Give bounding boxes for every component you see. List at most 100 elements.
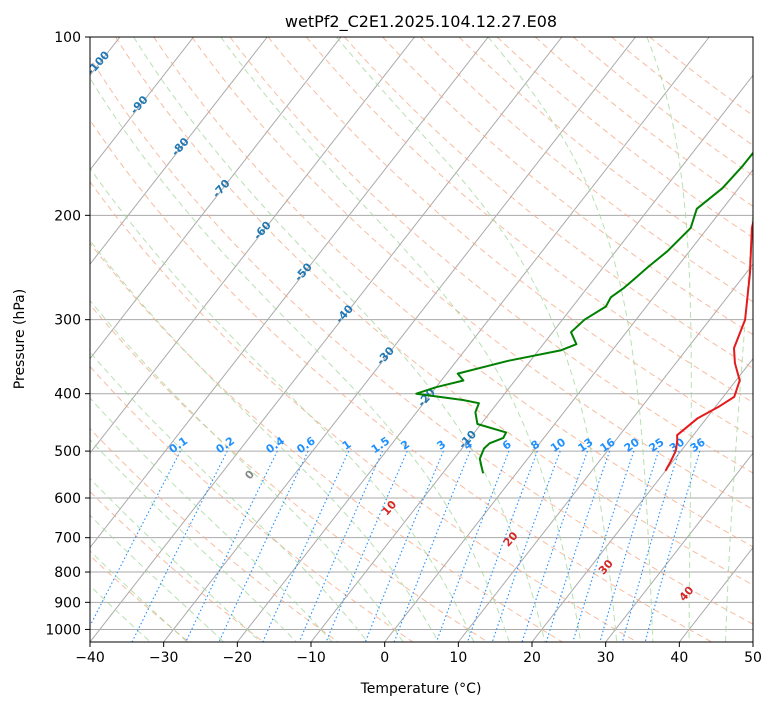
x-tick-label: 50 xyxy=(744,650,762,666)
y-tick-label: 900 xyxy=(54,595,81,611)
y-tick-label: 700 xyxy=(54,531,81,547)
mixing-ratio-line xyxy=(218,450,309,642)
x-tick-label: 0 xyxy=(380,650,389,666)
dry-adiabat xyxy=(90,181,638,642)
isotherm-line xyxy=(90,37,415,454)
dry-adiabat xyxy=(573,37,753,177)
y-tick-label: 600 xyxy=(54,491,81,507)
mixing-ratio-line xyxy=(466,450,538,642)
mixing-ratio-line xyxy=(262,450,350,642)
isotherm-line xyxy=(531,357,753,642)
mixing-ratio-line xyxy=(644,450,701,642)
chart-title: wetPf2_C2E1.2025.104.12.27.E08 xyxy=(285,12,557,32)
moist-adiabat-label: 10 xyxy=(379,498,399,518)
mixing-ratio-label: 13 xyxy=(575,436,595,455)
dewpoint-line xyxy=(415,151,753,474)
mixing-ratio-line xyxy=(491,450,561,642)
isotherm-line xyxy=(90,37,268,266)
moist-adiabat xyxy=(646,37,692,642)
x-tick-label: 40 xyxy=(670,650,688,666)
mixing-ratio-label: 8 xyxy=(529,438,543,453)
y-tick-label: 1000 xyxy=(45,622,81,638)
moist-adiabat-label: 40 xyxy=(677,584,697,604)
x-tick-label: −10 xyxy=(296,650,326,666)
mixing-ratio-label: 1.5 xyxy=(369,434,392,456)
moist-adiabat xyxy=(90,585,151,642)
mixing-ratio-label: 6 xyxy=(500,438,514,453)
temperature-line xyxy=(664,218,753,472)
y-tick-label: 100 xyxy=(54,30,81,46)
mixing-ratio-line xyxy=(621,450,680,642)
dry-adiabat xyxy=(382,37,753,336)
y-tick-label: 400 xyxy=(54,387,81,403)
dry-adiabat xyxy=(458,37,753,270)
x-axis: −40 −30 −20 −10 0 10 20 30 40 50 xyxy=(75,642,762,666)
isotherm-line xyxy=(457,263,753,642)
dry-adiabat xyxy=(267,37,753,438)
moist-adiabat xyxy=(487,37,654,642)
mixing-ratio-line xyxy=(131,450,228,642)
plot-frame xyxy=(89,36,754,643)
mixing-ratio-label: 0.6 xyxy=(294,434,318,456)
mixing-ratio-label: 10 xyxy=(548,435,568,455)
x-tick-label: −20 xyxy=(223,650,253,666)
y-axis: 100 200 300 400 500 600 700 800 900 1000 xyxy=(45,30,90,638)
isotherm-line xyxy=(605,452,753,642)
dry-adiabat xyxy=(153,37,753,548)
x-tick-label: 10 xyxy=(449,650,467,666)
moist-adiabat xyxy=(90,514,225,642)
moist-adiabat-label: 30 xyxy=(596,557,616,577)
moist-adiabat xyxy=(133,37,546,642)
y-tick-label: 300 xyxy=(54,313,81,329)
mixing-ratio-line xyxy=(572,450,635,642)
moist-adiabat xyxy=(90,167,475,642)
moist-adiabat-label: 20 xyxy=(501,529,521,549)
moist-adiabat xyxy=(90,397,333,642)
x-tick-label: 30 xyxy=(597,650,615,666)
mixing-ratio-label: 20 xyxy=(622,435,642,455)
isotherm-line xyxy=(90,37,342,360)
mixing-ratio-line xyxy=(393,450,471,642)
profile-lines xyxy=(415,151,753,474)
moist-adiabat xyxy=(90,351,369,642)
dry-adiabat xyxy=(229,37,753,474)
moist-adiabat xyxy=(90,239,439,642)
y-tick-label: 500 xyxy=(54,444,81,460)
isotherm-line xyxy=(384,168,753,642)
dry-adiabat xyxy=(90,365,414,642)
dry-adiabat xyxy=(496,37,753,239)
mixing-ratio-label: 25 xyxy=(647,435,667,454)
y-tick-label: 200 xyxy=(54,208,81,224)
mixing-ratio-label: 2 xyxy=(398,438,412,453)
mixing-ratio-line xyxy=(364,450,444,642)
dry-adiabat xyxy=(90,303,488,642)
mixing-ratio-line xyxy=(435,450,510,642)
dry-adiabat xyxy=(90,119,712,642)
isotherm-line xyxy=(90,37,194,171)
plot-background-lines xyxy=(90,37,753,642)
dry-adiabat xyxy=(90,56,753,625)
x-axis-label: Temperature (°C) xyxy=(360,681,482,697)
mixing-ratio-line xyxy=(599,450,660,642)
moist-adiabat xyxy=(90,550,188,642)
moist-adiabat xyxy=(90,77,510,642)
moist-adiabat xyxy=(336,37,618,642)
dry-adiabat xyxy=(611,37,753,146)
moist-adiabat xyxy=(90,299,404,642)
dry-adiabat xyxy=(90,490,264,642)
moist-adiabat xyxy=(90,477,261,642)
isotherm-line xyxy=(752,641,753,642)
moist-adiabat xyxy=(220,37,582,642)
dry-adiabat xyxy=(534,37,753,207)
mixing-ratio-label: 1 xyxy=(340,438,354,453)
mixing-ratio-line xyxy=(325,450,408,642)
x-tick-label: −40 xyxy=(75,650,105,666)
y-tick-label: 800 xyxy=(54,565,81,581)
mixing-ratio-line xyxy=(545,450,611,642)
dry-adiabat xyxy=(305,37,753,404)
x-tick-label: 20 xyxy=(523,650,541,666)
mixing-ratio-line xyxy=(521,450,589,642)
isotherm-line xyxy=(163,37,636,642)
mixing-ratio-line xyxy=(185,450,278,642)
mixing-ratio-line xyxy=(90,450,181,628)
